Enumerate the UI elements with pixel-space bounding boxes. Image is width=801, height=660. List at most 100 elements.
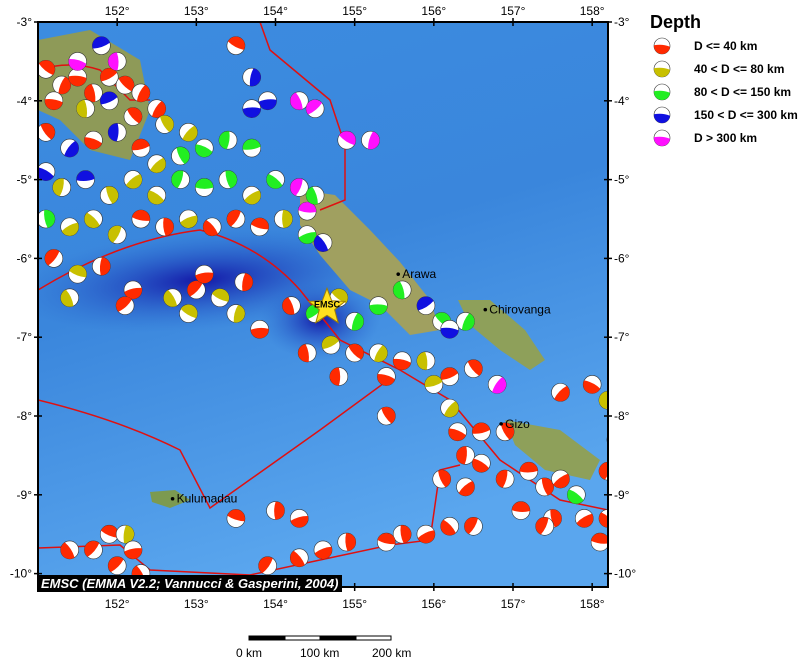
earthquake-beachball [297,343,317,363]
earthquake-beachball [282,296,301,315]
earthquake-beachball [44,249,64,268]
earthquake-beachball [392,524,412,544]
credit: EMSC (EMMA V2.2; Vannucci & Gasperini, 2… [37,575,343,592]
earthquake-beachball [147,154,167,174]
lat-tick-label: -7° [17,330,33,344]
earthquake-beachball [218,130,238,150]
earthquake-beachball [582,375,602,394]
legend-beachball [653,37,671,55]
place-label: Gizo [505,417,530,431]
earthquake-beachball [551,383,570,402]
legend-label: 150 < D <= 300 km [694,108,798,122]
earthquake-beachball [60,217,79,237]
earthquake-beachball [258,91,277,111]
earthquake-beachball [321,335,341,355]
lon-tick-label: 155° [342,4,367,18]
beachball-icon [653,60,671,78]
legend-item: D > 300 km [652,128,757,148]
lon-tick-label: 155° [342,597,367,611]
earthquake-beachball [242,186,262,205]
earthquake-beachball [107,52,127,71]
earthquake-beachball [250,217,269,237]
earthquake-beachball [535,477,554,497]
earthquake-beachball [519,461,539,481]
earthquake-beachball [226,36,246,55]
earthquake-beachball [456,477,475,497]
scale-label-100: 100 km [300,646,340,660]
earthquake-beachball [416,524,436,544]
legend-item: 80 < D <= 150 km [652,82,791,102]
lat-tick-label: -8° [614,409,630,423]
earthquake-beachball [289,548,309,568]
earthquake-beachball [115,75,135,95]
earthquake-beachball [377,532,396,552]
earthquake-beachball [179,209,198,229]
earthquake-beachball [440,517,459,536]
earthquake-beachball [250,320,269,339]
earthquake-beachball [60,540,79,560]
earthquake-beachball [76,170,95,189]
land-new-georgia [505,420,600,480]
lon-tick-label: 158° [580,4,605,18]
earthquake-beachball [202,217,222,237]
legend-label: D > 300 km [694,131,758,145]
earthquake-beachball [432,469,452,489]
earthquake-beachball [123,280,143,300]
lat-tick-label: -8° [17,409,33,423]
lon-tick-label: 154° [263,597,288,611]
lat-tick-label: -6° [614,251,630,265]
lon-tick-label: 152° [105,597,130,611]
earthquake-beachball [392,351,412,371]
land-woodlark [150,490,190,508]
lat-tick-label: -3° [17,15,33,29]
earthquake-beachball [179,123,198,142]
lat-tick-label: -4° [17,94,33,108]
scale-label-0: 0 km [236,646,263,660]
lat-tick-label: -9° [17,488,33,502]
earthquake-beachball [377,406,396,426]
earthquake-beachball [329,367,349,386]
earthquake-beachball [226,509,246,528]
earthquake-beachball [305,99,325,118]
earthquake-beachball [60,138,79,158]
earthquake-beachball [99,524,119,544]
earthquake-beachball [472,453,491,473]
earthquake-beachball [424,375,444,394]
earthquake-beachball [99,67,119,87]
beachball-icon [653,37,671,55]
earthquake-beachball [123,170,143,189]
earthquake-beachball [179,304,198,323]
legend-item: 40 < D <= 80 km [652,59,784,79]
legend-label: D <= 40 km [694,39,758,53]
earthquake-beachball [107,556,127,576]
earthquake-beachball [84,83,103,103]
earthquake-beachball [242,67,262,87]
lon-tick-label: 153° [184,4,209,18]
earthquake-beachball [163,288,182,308]
earthquake-beachball [297,225,317,245]
earthquake-beachball [84,130,103,150]
earthquake-beachball [99,186,119,205]
earthquake-beachball [448,422,467,442]
lat-tick-label: -10° [614,567,636,581]
earthquake-beachball [416,296,436,315]
legend-item: 150 < D <= 300 km [652,105,798,125]
earthquake-beachball [440,398,459,418]
lat-tick-label: -5° [17,173,33,187]
lon-tick-label: 157° [501,597,526,611]
lon-tick-label: 156° [421,597,446,611]
earthquake-beachball [147,186,167,205]
earthquake-beachball [416,351,436,371]
legend-label: 40 < D <= 80 km [694,62,785,76]
lon-tick-label: 156° [421,4,446,18]
legend-beachball [653,106,671,124]
earthquake-beachball [147,99,167,118]
earthquake-beachball [598,461,608,481]
earthquake-beachball [567,485,586,505]
earthquake-beachball [68,67,87,87]
earthquake-beachball [313,233,333,252]
earthquake-beachball [266,170,285,189]
earthquake-beachball [131,83,151,103]
earthquake-beachball [456,446,475,465]
